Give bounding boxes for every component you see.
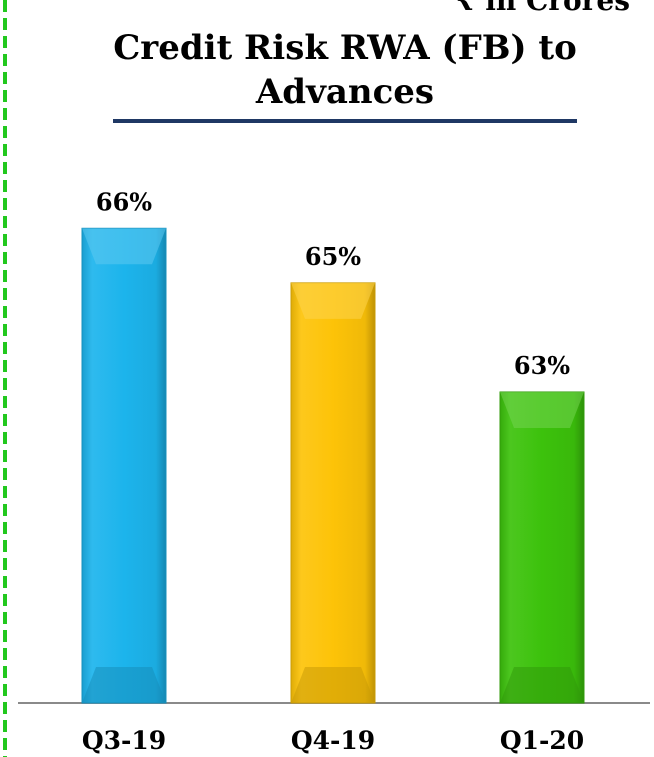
data-label-q1-20: 63% [514,351,570,380]
bar-bottom-bevel [291,667,375,703]
bar-top-bevel [82,228,166,265]
bar-q4-19 [290,282,376,704]
data-label-q4-19: 65% [305,242,361,271]
left-dashed-border [3,0,7,757]
x-tick-label-q4-19: Q4-19 [291,726,375,755]
x-tick-label-q1-20: Q1-20 [500,726,584,755]
labels-layer: 66% Q3-19 65% Q4-19 63% Q1-20 [82,187,584,755]
x-tick-label-q3-19: Q3-19 [82,726,166,755]
data-label-q3-19: 66% [96,187,152,216]
bar-top-bevel [291,282,375,319]
bars-layer [81,227,585,704]
bar-q1-20 [499,391,585,704]
bar-bottom-bevel [500,667,584,703]
bar-top-bevel [500,391,584,428]
title-underline [113,119,577,123]
units-caption: ₹ in Crores [455,0,630,17]
bar-bottom-bevel [82,667,166,703]
chart-title: Credit Risk RWA (FB) to Advances [113,28,577,112]
bar-q3-19 [81,227,167,704]
